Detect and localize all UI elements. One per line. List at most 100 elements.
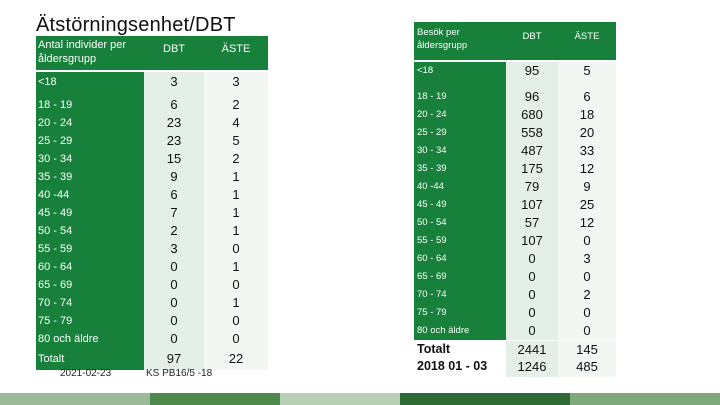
individuals-row: 35 - 39 9 1	[36, 168, 268, 186]
aste-count: 0	[204, 330, 268, 348]
visits-dbt-count: 95	[506, 62, 558, 88]
visits-aste-count: 20	[558, 124, 616, 142]
total-aste: 22	[204, 348, 268, 370]
visits-age-group-label: 60 - 64	[414, 250, 506, 268]
age-group-label: 20 - 24	[36, 114, 144, 132]
visits-age-group-label: 30 - 34	[414, 142, 506, 160]
individuals-row: 30 - 34 15 2	[36, 150, 268, 168]
page-title: Ätstörningsenhet/DBT	[36, 14, 236, 36]
dbt-count: 6	[144, 96, 204, 114]
aste-count: 4	[204, 114, 268, 132]
visits-total-dbt-1: 2441	[517, 342, 547, 357]
footer-date: 2021-02-23	[60, 368, 112, 379]
dbt-count: 3	[144, 240, 204, 258]
individuals-row: 70 - 74 0 1	[36, 294, 268, 312]
dbt-count: 3	[144, 72, 204, 96]
visits-aste-count: 25	[558, 196, 616, 214]
visits-aste-count: 9	[558, 178, 616, 196]
dbt-count: 9	[144, 168, 204, 186]
individuals-total-row: Totalt 97 22	[36, 348, 268, 370]
visits-aste-count: 12	[558, 160, 616, 178]
age-group-label: 65 - 69	[36, 276, 144, 294]
visits-dbt-count: 680	[506, 106, 558, 124]
visits-row: 20 - 24 680 18	[414, 106, 616, 124]
visits-table: Besök per åldersgrupp DBT ÄSTE <18 95 5 18 …	[414, 22, 616, 377]
individuals-row: 60 - 64 0 1	[36, 258, 268, 276]
visits-age-group-label: 35 - 39	[414, 160, 506, 178]
visits-age-group-label: <18	[414, 62, 506, 88]
age-group-label: 40 -44	[36, 186, 144, 204]
visits-dbt-count: 0	[506, 322, 558, 340]
visits-row: 55 - 59 107 0	[414, 232, 616, 250]
visits-dbt-count: 0	[506, 304, 558, 322]
age-group-label: 25 - 29	[36, 132, 144, 150]
age-group-label: 70 - 74	[36, 294, 144, 312]
visits-table-header: Besök per åldersgrupp DBT ÄSTE	[414, 22, 616, 60]
visits-dbt-count: 0	[506, 268, 558, 286]
visits-row: 60 - 64 0 3	[414, 250, 616, 268]
visits-age-group-label: 55 - 59	[414, 232, 506, 250]
dbt-count: 0	[144, 312, 204, 330]
aste-count: 5	[204, 132, 268, 150]
aste-count: 2	[204, 150, 268, 168]
dbt-count: 23	[144, 114, 204, 132]
total-dbt: 97	[144, 348, 204, 370]
age-group-label: 60 - 64	[36, 258, 144, 276]
visits-total-aste: 145 485	[558, 341, 616, 377]
individuals-row: 25 - 29 23 5	[36, 132, 268, 150]
visits-age-group-label: 75 - 79	[414, 304, 506, 322]
visits-row: 30 - 34 487 33	[414, 142, 616, 160]
individuals-row: 55 - 59 3 0	[36, 240, 268, 258]
header-dbt: DBT	[144, 36, 204, 70]
visits-dbt-count: 96	[506, 88, 558, 106]
visits-age-group-label: 25 - 29	[414, 124, 506, 142]
visits-aste-count: 0	[558, 268, 616, 286]
visits-row: 45 - 49 107 25	[414, 196, 616, 214]
individuals-row: 80 och äldre 0 0	[36, 330, 268, 348]
visits-total-dbt: 2441 1246	[506, 341, 558, 377]
visits-dbt-count: 107	[506, 232, 558, 250]
dbt-count: 0	[144, 294, 204, 312]
aste-count: 1	[204, 204, 268, 222]
visits-aste-count: 3	[558, 250, 616, 268]
aste-count: 1	[204, 168, 268, 186]
aste-count: 0	[204, 276, 268, 294]
individuals-row: <18 3 3	[36, 72, 268, 96]
aste-count: 3	[204, 72, 268, 96]
visits-aste-count: 0	[558, 304, 616, 322]
visits-age-group-label: 45 - 49	[414, 196, 506, 214]
aste-count: 0	[204, 312, 268, 330]
header-visits-age-group: Besök per åldersgrupp	[414, 22, 506, 60]
visits-row: 40 -44 79 9	[414, 178, 616, 196]
visits-dbt-count: 57	[506, 214, 558, 232]
individuals-table: Antal individer per åldersgrupp DBT ÄSTE…	[36, 36, 268, 370]
visits-total-aste-1: 145	[576, 342, 598, 357]
dbt-count: 0	[144, 276, 204, 294]
aste-count: 1	[204, 294, 268, 312]
visits-dbt-count: 107	[506, 196, 558, 214]
dbt-count: 0	[144, 258, 204, 276]
dbt-count: 2	[144, 222, 204, 240]
aste-count: 1	[204, 186, 268, 204]
visits-aste-count: 6	[558, 88, 616, 106]
visits-table-body: <18 95 5 18 - 19 96 6 20 - 24 680 18 25 - 29 558 20…	[414, 62, 616, 340]
decorative-bottom-band	[0, 393, 720, 405]
visits-dbt-count: 0	[506, 286, 558, 304]
visits-dbt-count: 487	[506, 142, 558, 160]
aste-count: 1	[204, 222, 268, 240]
header-visits-dbt: DBT	[506, 22, 558, 60]
visits-age-group-label: 18 - 19	[414, 88, 506, 106]
visits-row: 70 - 74 0 2	[414, 286, 616, 304]
aste-count: 0	[204, 240, 268, 258]
header-age-group: Antal individer per åldersgrupp	[36, 36, 144, 70]
individuals-table-header: Antal individer per åldersgrupp DBT ÄSTE	[36, 36, 268, 70]
visits-total-title: Totalt	[417, 342, 451, 356]
visits-aste-count: 0	[558, 322, 616, 340]
visits-age-group-label: 40 -44	[414, 178, 506, 196]
visits-dbt-count: 0	[506, 250, 558, 268]
age-group-label: 35 - 39	[36, 168, 144, 186]
header-aste: ÄSTE	[204, 36, 268, 70]
dbt-count: 0	[144, 330, 204, 348]
visits-row: 65 - 69 0 0	[414, 268, 616, 286]
visits-row: 25 - 29 558 20	[414, 124, 616, 142]
